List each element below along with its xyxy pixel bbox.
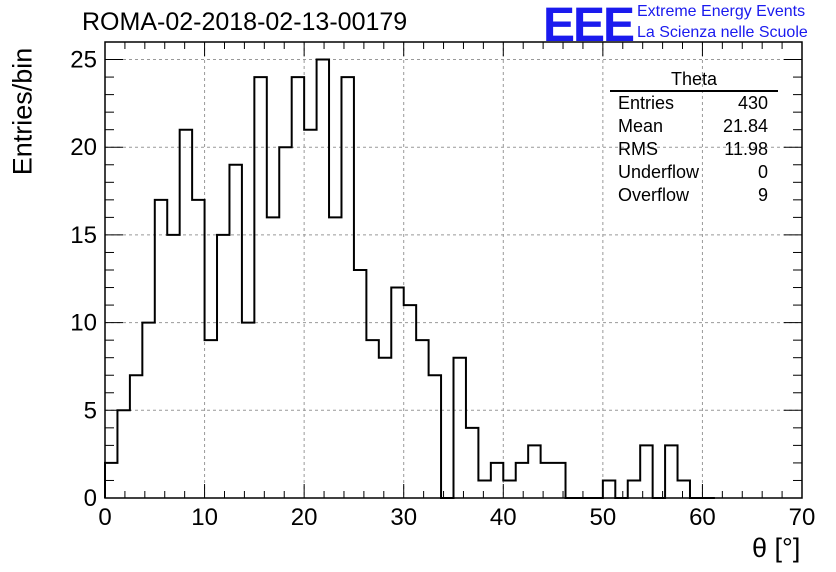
- stats-label: Mean: [618, 116, 664, 136]
- plot-frame: [104, 41, 803, 499]
- histogram-bin: [192, 200, 204, 498]
- histogram-bin: [229, 165, 241, 498]
- y-tick-label: 5: [84, 397, 97, 424]
- x-tick-label: 60: [689, 504, 716, 531]
- histogram-bin: [205, 340, 217, 498]
- histogram-bin: [217, 235, 229, 498]
- histogram-bins: [105, 60, 690, 498]
- histogram-bin: [541, 463, 553, 498]
- histogram-bin: [329, 217, 341, 498]
- y-tick-label: 0: [84, 485, 97, 512]
- stats-row-entries: Entries 430: [610, 92, 778, 115]
- histogram-bin: [678, 480, 690, 498]
- histogram-outline: [104, 58, 715, 499]
- histogram-bin: [628, 480, 640, 498]
- histogram-bin: [416, 340, 428, 498]
- histogram-bin: [354, 270, 366, 498]
- histogram-bin: [503, 480, 515, 498]
- histogram-bin: [478, 480, 490, 498]
- histogram-bin: [317, 60, 329, 498]
- tick-labels: 0 10 20 30 40 50 60 70 0 5 10 15 20 25: [70, 47, 815, 531]
- histogram-bin: [454, 358, 466, 498]
- histogram-bin: [130, 375, 142, 498]
- eee-logo: EEE: [543, 0, 635, 52]
- stats-label: Underflow: [618, 162, 700, 182]
- histogram-bin: [304, 130, 316, 498]
- histogram-bin: [429, 375, 441, 498]
- stats-value: 21.84: [722, 116, 768, 136]
- stats-value: 9: [757, 185, 768, 205]
- histogram-bin: [404, 305, 416, 498]
- histogram-bin: [640, 445, 652, 498]
- stats-row-overflow: Overflow 9: [610, 184, 778, 207]
- histogram-bin: [665, 445, 677, 498]
- stats-value: 430: [737, 93, 768, 113]
- histogram-bin: [292, 77, 304, 498]
- histogram-bin: [155, 200, 167, 498]
- x-tick-label: 20: [291, 504, 318, 531]
- x-tick-label: 70: [789, 504, 816, 531]
- histogram-bin: [603, 480, 615, 498]
- y-tick-label: 15: [70, 222, 97, 249]
- x-axis-label: θ [°]: [752, 533, 801, 563]
- stats-label: Overflow: [618, 185, 690, 205]
- x-tick-label: 10: [191, 504, 218, 531]
- x-tick-label: 30: [390, 504, 417, 531]
- histogram-bin: [491, 463, 503, 498]
- stats-row-rms: RMS 11.98: [610, 138, 778, 161]
- stats-value: 11.98: [724, 139, 768, 159]
- chart-title: ROMA-02-2018-02-13-00179: [82, 8, 408, 36]
- axis-ticks: [104, 41, 803, 499]
- histogram-bin: [267, 217, 279, 498]
- x-tick-label: 40: [490, 504, 517, 531]
- y-tick-label: 10: [70, 310, 97, 337]
- stats-value: 0: [757, 162, 768, 182]
- stats-label: RMS: [618, 139, 658, 159]
- y-axis-label: Entries/bin: [7, 47, 38, 176]
- histogram-bin: [391, 288, 403, 498]
- y-tick-label: 25: [70, 47, 97, 74]
- stats-row-underflow: Underflow 0: [610, 161, 778, 184]
- stats-title: Theta: [610, 68, 778, 92]
- histogram-bin: [379, 358, 391, 498]
- histogram-bin: [167, 235, 179, 498]
- histogram-bin: [341, 77, 353, 498]
- histogram-bin: [180, 130, 192, 498]
- histogram-bin: [117, 410, 129, 498]
- y-tick-label: 20: [70, 134, 97, 161]
- histogram-bin: [553, 463, 565, 498]
- logo-text-line2: La Scienza nelle Scuole: [637, 24, 808, 41]
- x-tick-label: 0: [98, 504, 111, 531]
- histogram-bin: [254, 77, 266, 498]
- histogram-bin: [528, 445, 540, 498]
- stats-box: Theta Entries 430 Mean 21.84 RMS 11.98 U…: [610, 68, 778, 207]
- stats-row-mean: Mean 21.84: [610, 115, 778, 138]
- logo-text-line1: Extreme Energy Events: [637, 3, 806, 20]
- histogram-bin: [466, 428, 478, 498]
- x-tick-label: 50: [590, 504, 617, 531]
- stats-label: Entries: [618, 93, 675, 113]
- histogram-bin: [516, 463, 528, 498]
- histogram-bin: [366, 340, 378, 498]
